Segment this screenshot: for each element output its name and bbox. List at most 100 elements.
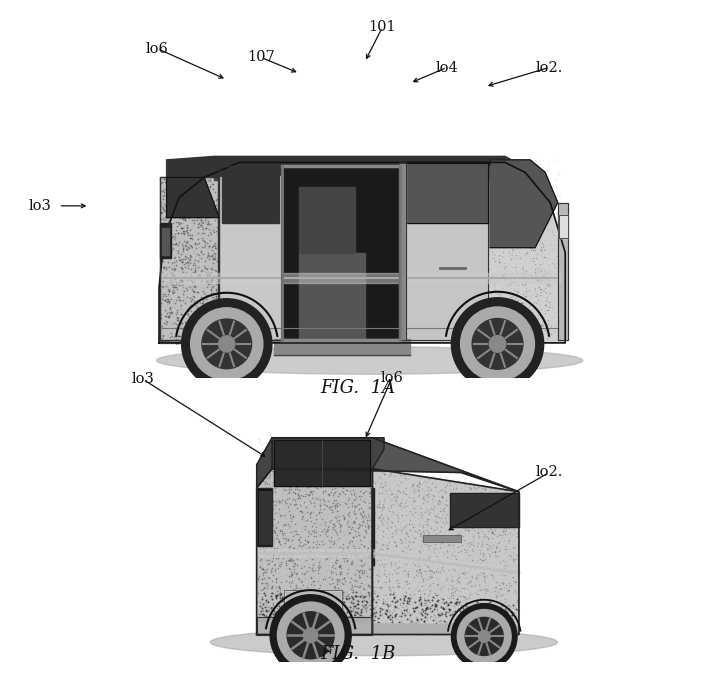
Point <box>518 157 530 167</box>
Point <box>310 193 321 204</box>
Point <box>468 181 479 192</box>
Point <box>470 256 482 267</box>
Point <box>373 487 385 497</box>
Point <box>244 232 255 243</box>
Point <box>195 195 207 206</box>
Point <box>317 313 328 323</box>
Point <box>455 624 466 634</box>
Point <box>334 315 345 325</box>
Point <box>261 183 272 194</box>
Point <box>158 317 169 328</box>
Point <box>159 173 170 184</box>
Point <box>182 244 194 254</box>
Point <box>224 295 235 306</box>
Point <box>380 227 392 238</box>
Point <box>430 184 441 194</box>
Point <box>315 504 326 514</box>
Point <box>208 167 220 178</box>
Point <box>203 320 214 331</box>
Point <box>230 324 241 335</box>
Point <box>250 279 262 290</box>
Point <box>408 284 420 295</box>
Point <box>465 609 476 620</box>
Point <box>157 317 168 328</box>
Point <box>166 329 177 340</box>
Point <box>364 194 375 205</box>
Point <box>157 218 169 229</box>
Point <box>310 551 321 562</box>
Point <box>376 603 388 614</box>
Point <box>478 547 489 558</box>
Point <box>308 270 320 281</box>
Point <box>238 192 250 203</box>
Point <box>297 266 308 277</box>
Point <box>320 317 332 327</box>
Point <box>480 537 491 548</box>
Point <box>317 202 329 213</box>
Point <box>184 292 195 302</box>
Point <box>348 202 360 213</box>
Point <box>325 237 336 248</box>
Point <box>385 605 396 616</box>
Point <box>327 542 338 553</box>
Point <box>195 283 207 294</box>
Point <box>481 561 493 572</box>
Point <box>301 482 312 493</box>
Point <box>333 273 345 284</box>
Point <box>225 277 236 288</box>
Point <box>527 315 538 325</box>
Point <box>507 207 518 217</box>
Point <box>237 327 249 338</box>
Point <box>508 226 519 237</box>
Point <box>388 492 400 503</box>
Point <box>182 227 193 238</box>
Point <box>376 629 388 640</box>
Point <box>290 230 301 240</box>
Point <box>411 237 423 248</box>
Point <box>489 499 500 510</box>
Point <box>363 543 374 554</box>
Point <box>286 624 297 634</box>
Point <box>255 600 266 611</box>
Point <box>274 183 285 194</box>
Point <box>495 263 507 273</box>
Point <box>512 604 523 615</box>
Point <box>207 254 219 265</box>
Point <box>488 499 500 510</box>
Point <box>399 331 410 342</box>
Point <box>467 628 478 639</box>
Point <box>456 583 468 594</box>
Point <box>267 266 278 277</box>
Point <box>475 252 487 263</box>
Point <box>157 294 168 305</box>
Point <box>533 274 544 285</box>
Point <box>451 557 463 568</box>
Point <box>297 297 308 308</box>
Point <box>347 522 358 533</box>
Point <box>440 508 451 518</box>
Point <box>270 621 282 632</box>
Point <box>271 531 282 541</box>
Point <box>211 320 222 331</box>
Point <box>451 273 463 284</box>
Point <box>227 196 239 207</box>
Point <box>465 202 476 213</box>
Point <box>317 454 329 464</box>
Point <box>418 525 430 536</box>
Point <box>355 535 366 545</box>
Point <box>227 300 238 310</box>
Point <box>242 243 254 254</box>
Point <box>300 219 311 230</box>
Point <box>224 244 235 254</box>
Point <box>295 576 307 587</box>
Point <box>358 591 370 601</box>
Point <box>407 613 418 624</box>
Point <box>440 601 452 612</box>
Point <box>304 292 315 303</box>
Point <box>451 574 463 585</box>
Point <box>337 529 349 540</box>
Point <box>355 508 366 518</box>
Point <box>177 267 189 277</box>
Point <box>287 546 299 557</box>
Point <box>383 246 394 257</box>
